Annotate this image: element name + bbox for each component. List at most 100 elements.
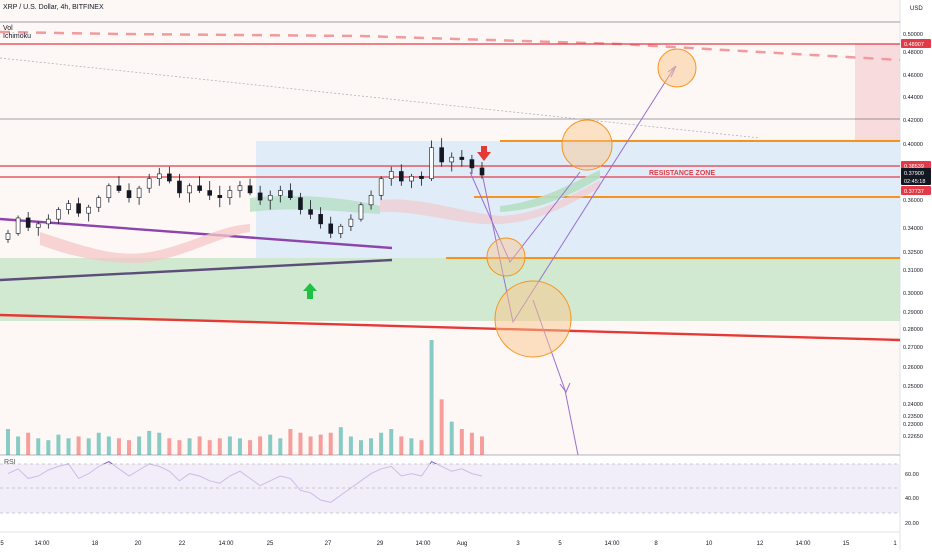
volume-bar xyxy=(348,436,353,455)
price-tick: 0.48000 xyxy=(903,50,923,56)
rsi-indicator-label[interactable]: RSI xyxy=(4,459,16,466)
volume-bar xyxy=(127,440,132,455)
price-tick: 0.44000 xyxy=(903,95,923,101)
volume-bar xyxy=(248,440,253,455)
volume-bar xyxy=(207,440,212,455)
candle xyxy=(388,166,394,186)
candle xyxy=(136,185,142,205)
price-tick: 0.23000 xyxy=(903,422,923,428)
volume-bar xyxy=(46,440,51,455)
volume-bar xyxy=(379,432,384,455)
time-label: 14:00 xyxy=(604,541,620,547)
candle xyxy=(146,173,152,193)
volume-bar xyxy=(318,434,323,455)
candle xyxy=(419,171,424,186)
time-label: 25 xyxy=(267,541,274,547)
candle xyxy=(227,185,233,205)
svg-text:0.37737: 0.37737 xyxy=(904,189,924,195)
svg-text:0.37900: 0.37900 xyxy=(904,171,924,177)
volume-bar xyxy=(177,440,182,455)
candle xyxy=(328,216,334,239)
projection-path-1 xyxy=(469,171,581,263)
candle xyxy=(277,185,283,203)
axis-labels: USD 0.50000 0.48000 0.46000 0.44000 0.42000 0.… xyxy=(901,6,931,527)
volume-bar xyxy=(36,438,41,455)
volume-bar xyxy=(338,427,343,455)
price-tick: 0.40000 xyxy=(903,142,923,148)
candle xyxy=(156,167,162,186)
demand-zone xyxy=(0,258,900,321)
time-label: 18 xyxy=(92,541,99,547)
symbol-title[interactable]: XRP / U.S. Dollar, 4h, BITFINEX xyxy=(3,4,104,11)
volume-indicator-label[interactable]: Vol xyxy=(3,25,13,32)
time-label: 1 xyxy=(893,541,897,547)
volume-bar xyxy=(157,432,162,455)
volume-bar xyxy=(26,432,31,455)
candle xyxy=(207,181,213,201)
price-tick: 0.23500 xyxy=(903,414,923,420)
volume-bar xyxy=(116,438,121,455)
time-label: 14:00 xyxy=(415,541,431,547)
candle xyxy=(247,178,253,196)
candle xyxy=(459,150,465,167)
volume-bar xyxy=(439,399,444,455)
volume-layer xyxy=(6,340,484,455)
candle xyxy=(197,176,202,193)
candle xyxy=(267,190,273,210)
candle xyxy=(368,190,374,210)
candle xyxy=(237,181,243,198)
volume-bar xyxy=(86,438,91,455)
candle xyxy=(217,185,223,208)
time-label: 10 xyxy=(706,541,713,547)
volume-bar xyxy=(147,430,152,455)
candle xyxy=(348,214,354,232)
candle xyxy=(5,229,11,243)
time-label: 14:00 xyxy=(34,541,50,547)
candle xyxy=(399,164,404,186)
volume-bar xyxy=(480,436,484,455)
price-tick: 0.34000 xyxy=(903,226,923,232)
price-tick: 0.36000 xyxy=(903,198,923,204)
ichimoku-cloud-green-1 xyxy=(250,195,380,214)
price-tick: 0.31000 xyxy=(903,268,923,274)
volume-bar xyxy=(66,438,71,455)
volume-bar xyxy=(6,429,10,455)
candle xyxy=(25,211,31,232)
target-circle-3 xyxy=(486,237,526,277)
candles-layer xyxy=(5,138,485,243)
green-up-arrow xyxy=(303,283,317,299)
target-circle-2 xyxy=(657,48,697,88)
price-tick: 0.29000 xyxy=(903,310,923,316)
candle xyxy=(318,207,323,229)
time-label: 29 xyxy=(377,541,384,547)
volume-bar xyxy=(399,436,404,455)
rsi-tick: 40.00 xyxy=(905,496,919,502)
volume-bar xyxy=(419,440,424,455)
time-label: 27 xyxy=(325,541,332,547)
svg-text:0.48907: 0.48907 xyxy=(904,42,924,48)
volume-bar xyxy=(106,436,111,455)
candle xyxy=(358,202,364,222)
candle xyxy=(86,204,91,222)
price-axis[interactable] xyxy=(900,0,932,550)
time-label: 8 xyxy=(654,541,658,547)
target-circle-4 xyxy=(494,280,572,358)
target-circle-1 xyxy=(561,119,613,171)
price-tick: 0.22650 xyxy=(903,434,923,440)
volume-bar xyxy=(56,434,61,455)
price-tick: 0.32500 xyxy=(903,250,923,256)
time-axis[interactable]: 5 14:00 18 20 22 14:00 25 27 29 14:00 Aug 3 5 14:00 8 1… xyxy=(0,541,897,547)
currency-label: USD xyxy=(910,6,923,12)
ichimoku-indicator-label[interactable]: Ichimoku xyxy=(3,33,32,40)
price-tick: 0.28000 xyxy=(903,327,923,333)
candle xyxy=(298,192,303,215)
candle xyxy=(106,183,112,203)
candle xyxy=(46,214,51,229)
time-label: 5 xyxy=(0,541,4,547)
ichimoku-cloud-red xyxy=(40,224,250,263)
ichimoku-cloud-green-2 xyxy=(500,170,600,212)
target-zone xyxy=(855,44,900,142)
volume-bar xyxy=(227,436,232,455)
